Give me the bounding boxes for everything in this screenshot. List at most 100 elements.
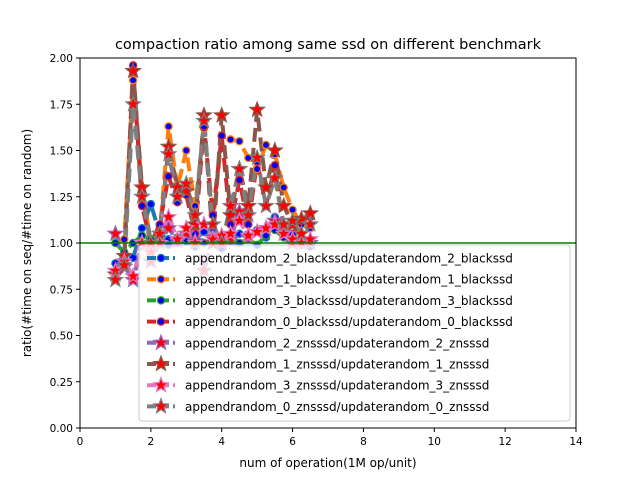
data-point (221, 196, 240, 214)
x-tick-label: 14 (569, 436, 583, 448)
y-tick-label: 2.00 (50, 53, 73, 65)
data-point (274, 196, 293, 214)
data-point (203, 215, 222, 233)
y-tick-label: 0.25 (50, 377, 73, 389)
legend-swatch-marker (156, 253, 166, 263)
legend-swatch-marker (156, 296, 166, 305)
data-point (186, 205, 205, 223)
data-point (248, 100, 267, 118)
data-point (235, 175, 244, 185)
y-tick-label: 0.00 (50, 423, 73, 435)
legend-box (138, 244, 571, 422)
legend-label: appendrandom_0_blackssd/updaterandom_0_b… (185, 315, 513, 329)
legend-swatch-marker (156, 274, 166, 284)
data-point (252, 164, 262, 174)
data-point (257, 196, 275, 214)
legend-swatch-marker (152, 375, 170, 393)
legend-item: appendrandom_1_znsssd/updaterandom_1_zns… (147, 354, 489, 372)
data-point (124, 61, 143, 79)
data-point (137, 223, 147, 233)
data-point (230, 159, 249, 177)
data-point (124, 94, 143, 112)
legend-swatch-marker (156, 317, 166, 326)
x-tick-label: 4 (218, 436, 225, 448)
legend-label: appendrandom_2_blackssd/updaterandom_2_b… (185, 252, 513, 266)
legend-swatch-marker (152, 354, 170, 372)
axes-frame (79, 57, 577, 429)
x-tick-label: 12 (498, 436, 511, 448)
data-point (146, 199, 156, 209)
data-point (195, 111, 213, 129)
x-tick-label: 2 (148, 436, 155, 448)
legend-item: appendrandom_0_znsssd/updaterandom_0_zns… (147, 397, 489, 414)
data-point (212, 106, 231, 123)
data-point (106, 270, 125, 288)
legend-item: appendrandom_0_blackssd/updaterandom_0_b… (147, 315, 513, 329)
x-tick-label: 6 (289, 436, 296, 448)
x-tick-label: 0 (77, 436, 84, 448)
data-point (137, 201, 147, 211)
data-point (133, 187, 151, 205)
data-point (128, 75, 138, 85)
y-tick-label: 0.75 (50, 284, 73, 296)
legend-item: appendrandom_3_znsssd/updaterandom_3_zns… (147, 375, 489, 393)
data-point (239, 205, 258, 223)
chart-title: compaction ratio among same ssd on diffe… (115, 37, 542, 53)
y-axis-label: ratio(#time on seq/#time on random) (20, 129, 34, 357)
y-tick-label: 1.25 (50, 192, 73, 204)
legend-swatch-marker (152, 333, 170, 351)
data-point (177, 224, 196, 242)
legend-label: appendrandom_3_znsssd/updaterandom_3_zns… (185, 379, 489, 393)
data-point (265, 141, 284, 159)
data-point (248, 148, 267, 166)
legend-item: appendrandom_1_blackssd/updaterandom_1_b… (147, 273, 513, 287)
data-point (120, 235, 129, 244)
legend-item: appendrandom_2_znsssd/updaterandom_2_zns… (147, 333, 489, 351)
data-point (159, 144, 178, 162)
data-point (177, 181, 196, 199)
data-point (159, 207, 178, 225)
data-point (221, 224, 240, 242)
legend-label: appendrandom_1_blackssd/updaterandom_1_b… (185, 273, 513, 287)
data-point (279, 183, 288, 192)
data-point (159, 218, 178, 236)
y-tick-label: 0.50 (50, 331, 73, 343)
legend-label: appendrandom_3_blackssd/updaterandom_3_b… (185, 294, 513, 308)
plot-area: 0 2 4 6 8 10 12 14 0.00 0.25 0.50 0.75 1.00 1.25 1.50 1… (50, 53, 583, 448)
data-point (274, 224, 293, 242)
x-axis-label: num of operation(1M op/unit) (239, 456, 416, 470)
legend-swatch-marker (152, 397, 170, 414)
data-point (261, 140, 271, 150)
legend-label: appendrandom_0_znsssd/updaterandom_0_zns… (185, 400, 489, 414)
y-tick-label: 1.75 (50, 99, 73, 111)
y-tick-label: 1.00 (50, 238, 73, 250)
data-point (221, 205, 240, 223)
data-point (301, 215, 320, 233)
data-point (168, 187, 187, 205)
data-point (226, 135, 235, 144)
data-point (177, 174, 196, 192)
data-point (292, 224, 311, 242)
legend: appendrandom_2_blackssd/updaterandom_2_b… (138, 244, 571, 422)
data-point (257, 178, 275, 196)
data-point (235, 136, 244, 146)
data-point (217, 131, 226, 140)
data-point (265, 168, 284, 186)
data-point (177, 218, 196, 236)
legend-label: appendrandom_1_znsssd/updaterandom_1_zns… (185, 358, 489, 372)
data-point (150, 224, 169, 242)
legend-label: appendrandom_2_znsssd/updaterandom_2_zns… (185, 336, 489, 350)
data-point (106, 224, 125, 242)
legend-item: appendrandom_3_blackssd/updaterandom_3_b… (147, 294, 513, 308)
y-tick-label: 1.50 (50, 146, 73, 158)
legend-item: appendrandom_2_blackssd/updaterandom_2_b… (147, 252, 513, 266)
data-point (283, 211, 302, 229)
data-point (270, 161, 280, 170)
data-point (164, 122, 173, 131)
data-point (115, 255, 134, 273)
data-point (164, 172, 173, 181)
x-tick-label: 10 (428, 436, 441, 448)
data-point (182, 146, 191, 155)
x-tick-label: 8 (360, 436, 367, 448)
